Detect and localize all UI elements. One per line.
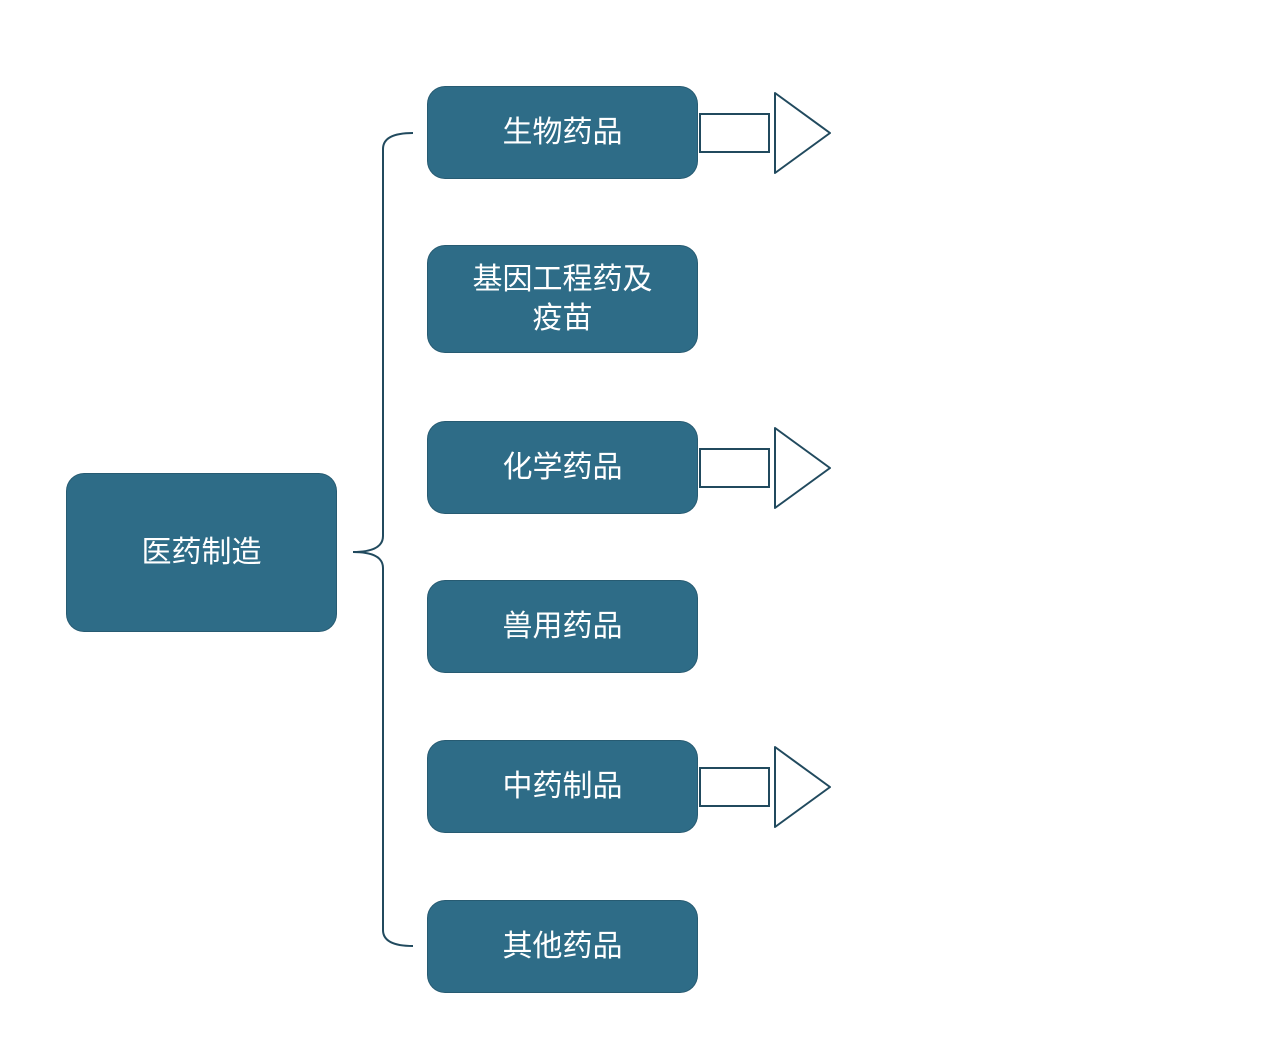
child-node-label: 基因工程药及疫苗 [473, 260, 653, 338]
root-node: 医药制造 [66, 473, 337, 632]
child-node-vet: 兽用药品 [427, 580, 698, 673]
hierarchy-diagram: 医药制造 生物药品 基因工程药及疫苗 化学药品 兽用药品 中药制品 其他药品 [0, 0, 1262, 1045]
child-node-bio: 生物药品 [427, 86, 698, 179]
child-node-label: 其他药品 [503, 927, 623, 966]
root-node-label: 医药制造 [142, 533, 262, 572]
arrow-icon [698, 91, 832, 175]
child-node-label: 中药制品 [503, 767, 623, 806]
brace-connector [343, 123, 423, 956]
child-node-other: 其他药品 [427, 900, 698, 993]
child-node-tcm: 中药制品 [427, 740, 698, 833]
child-node-label: 化学药品 [503, 448, 623, 487]
arrow-icon [698, 426, 832, 510]
child-node-label: 兽用药品 [503, 607, 623, 646]
child-node-label: 生物药品 [503, 113, 623, 152]
arrow-icon [698, 745, 832, 829]
child-node-gene: 基因工程药及疫苗 [427, 245, 698, 353]
child-node-chem: 化学药品 [427, 421, 698, 514]
